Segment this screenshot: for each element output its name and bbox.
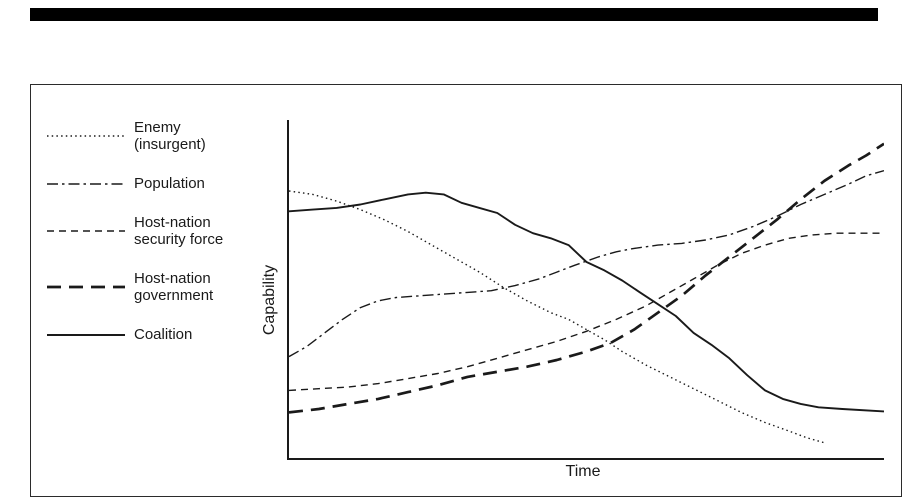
series-line-hn-government [289,142,884,414]
hn-government-line-sample-icon [47,285,125,289]
series-line-enemy [289,190,825,444]
x-axis-line [287,458,884,460]
chart-canvas [289,142,884,444]
population-line-sample-icon [47,182,125,185]
legend-label-coalition: Coalition [134,326,193,343]
hn-security-line-sample-icon [47,230,125,232]
series-line-population [289,170,884,358]
legend-label-hn-government: Host-nation government [134,270,214,304]
series-line-coalition [289,191,884,413]
x-axis-label: Time [565,463,601,480]
legend-label-enemy: Enemy (insurgent) [134,119,206,153]
legend-label-population: Population [134,175,205,192]
y-axis-label: Capability [261,264,278,336]
legend-item-coalition: Coalition [47,326,252,343]
coalition-line-sample-icon [47,333,125,336]
figure-frame: Enemy (insurgent) Population Host-nation… [30,84,902,497]
legend-item-hn-security: Host-nation security force [47,214,252,248]
enemy-line-sample-icon [47,135,125,137]
y-axis-line [287,120,289,460]
top-black-bar [30,8,878,21]
legend-label-hn-security: Host-nation security force [134,214,224,248]
chart-legend: Enemy (insurgent) Population Host-nation… [47,119,252,343]
legend-item-enemy: Enemy (insurgent) [47,119,252,153]
legend-item-population: Population [47,175,252,192]
series-line-hn-security [289,232,884,392]
legend-item-hn-government: Host-nation government [47,270,252,304]
